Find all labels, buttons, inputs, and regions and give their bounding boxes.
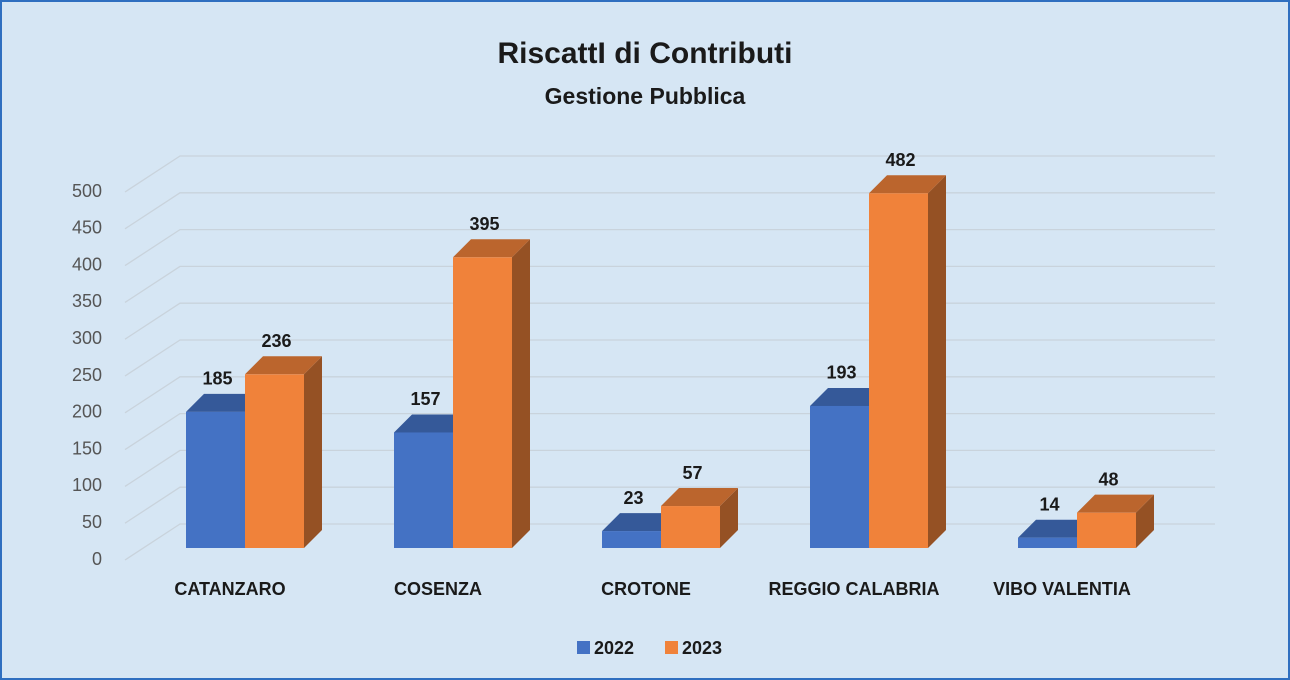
bar-side <box>1136 494 1154 548</box>
bar-top <box>186 393 263 412</box>
legend-swatch <box>577 641 590 654</box>
bar-top <box>1018 519 1095 538</box>
grid-line <box>124 155 1215 193</box>
y-tick-label: 250 <box>72 365 102 385</box>
x-tick-label: VIBO VALENTIA <box>993 579 1131 599</box>
data-label: 14 <box>1039 494 1059 514</box>
chart-title: RiscattI di Contributi <box>498 37 793 70</box>
bar-front <box>810 405 869 548</box>
bar-top <box>453 239 530 258</box>
bar-top <box>810 387 887 406</box>
bar-front <box>661 506 720 548</box>
x-tick-label: CROTONE <box>601 579 691 599</box>
x-tick-label: COSENZA <box>394 579 482 599</box>
bar-front <box>453 257 512 548</box>
data-label: 23 <box>623 488 643 508</box>
bar <box>453 239 530 548</box>
y-tick-label: 350 <box>72 291 102 311</box>
data-label: 395 <box>469 214 499 234</box>
bar-top <box>394 414 471 433</box>
bar-top <box>602 513 679 532</box>
data-label: 57 <box>682 463 702 483</box>
bar-front <box>602 531 661 548</box>
bar-side <box>512 239 530 548</box>
y-tick-label: 450 <box>72 218 102 238</box>
y-tick-label: 400 <box>72 254 102 274</box>
y-tick-label: 0 <box>92 549 102 569</box>
data-label: 236 <box>261 331 291 351</box>
bar-front <box>869 193 928 549</box>
bar-front <box>394 432 453 548</box>
bar-top <box>869 175 946 194</box>
chart-subtitle: Gestione Pubblica <box>545 83 746 109</box>
y-tick-label: 300 <box>72 328 102 348</box>
bar-front <box>186 411 245 548</box>
x-tick-label: CATANZARO <box>174 579 285 599</box>
y-tick-label: 500 <box>72 181 102 201</box>
bar <box>661 488 738 548</box>
bar <box>1077 494 1154 548</box>
data-label: 482 <box>885 150 915 170</box>
bar-top <box>661 488 738 507</box>
bar-side <box>304 356 322 548</box>
bar <box>245 356 322 548</box>
bar-front <box>1018 537 1077 548</box>
legend-label: 2022 <box>594 638 634 658</box>
data-label: 193 <box>826 363 856 383</box>
data-label: 48 <box>1098 469 1118 489</box>
bar-front <box>245 374 304 548</box>
x-tick-label: REGGIO CALABRIA <box>769 579 940 599</box>
bar-top <box>245 356 322 375</box>
y-tick-label: 150 <box>72 438 102 458</box>
y-tick-label: 50 <box>82 512 102 532</box>
bar-top <box>1077 494 1154 513</box>
data-label: 157 <box>410 389 440 409</box>
y-tick-label: 200 <box>72 402 102 422</box>
bar-side <box>720 488 738 548</box>
data-label: 185 <box>202 369 232 389</box>
y-tick-label: 100 <box>72 475 102 495</box>
bar <box>869 175 946 549</box>
bar-side <box>928 175 946 549</box>
legend-swatch <box>665 641 678 654</box>
legend-label: 2023 <box>682 638 722 658</box>
bar-front <box>1077 512 1136 548</box>
